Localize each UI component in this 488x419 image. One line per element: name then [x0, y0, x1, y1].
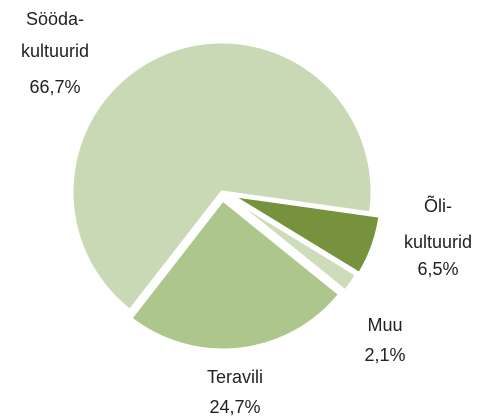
slice-label: Sööda-: [26, 9, 84, 29]
pie-slice: [230, 193, 382, 276]
pie-slice: [227, 195, 359, 294]
slice-label: kultuurid: [404, 232, 472, 252]
value-label: 6,5%: [417, 259, 458, 279]
slice-label: Muu: [367, 315, 402, 335]
value-label: 66,7%: [29, 77, 80, 97]
value-label: 2,1%: [364, 345, 405, 365]
value-label: 24,7%: [209, 397, 260, 417]
slice-label: kultuurid: [21, 41, 89, 61]
pie-slice: [128, 197, 342, 352]
slice-label: Teravili: [207, 367, 263, 387]
pie-slice: [70, 40, 374, 313]
slice-label: Õli-: [424, 195, 452, 216]
